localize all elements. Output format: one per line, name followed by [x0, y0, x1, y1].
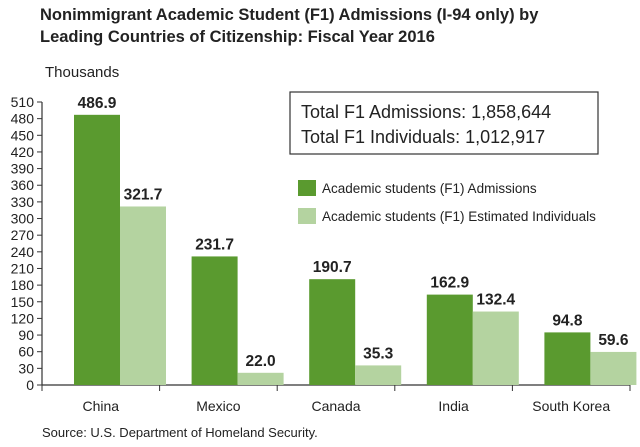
- bar-admissions: [191, 256, 238, 385]
- bar-individuals: [237, 372, 284, 385]
- y-tick-label: 240: [11, 244, 35, 260]
- y-axis: 0306090120150180210240270300330360390420…: [11, 94, 631, 393]
- chart-title-line-2: Leading Countries of Citizenship: Fiscal…: [40, 28, 435, 46]
- data-label: 162.9: [430, 275, 469, 292]
- category-label: South Korea: [532, 398, 610, 414]
- y-tick-label: 180: [11, 277, 35, 293]
- data-label: 486.9: [78, 95, 117, 112]
- data-label: 132.4: [476, 292, 515, 309]
- y-tick-label: 300: [11, 211, 35, 227]
- chart-title-line-1: Nonimmigrant Academic Student (F1) Admis…: [40, 6, 539, 24]
- y-tick-label: 30: [18, 360, 34, 376]
- y-tick-label: 270: [11, 227, 35, 243]
- bar-individuals: [590, 351, 637, 385]
- y-tick-label: 210: [11, 260, 35, 276]
- y-tick-label: 60: [18, 344, 34, 360]
- category-label: Mexico: [196, 398, 241, 414]
- bar-individuals: [355, 365, 402, 385]
- bars-group: [74, 114, 637, 385]
- bar-individuals: [120, 206, 166, 385]
- data-label: 22.0: [246, 353, 276, 370]
- data-label: 321.7: [124, 186, 163, 203]
- data-label: 94.8: [552, 312, 583, 329]
- y-tick-label: 0: [26, 377, 34, 393]
- y-axis-unit-label: Thousands: [45, 64, 120, 81]
- category-label: China: [83, 398, 120, 414]
- y-tick-label: 150: [11, 294, 35, 310]
- value-labels-group: 486.9 321.7 231.7 22.0 190.7 35.3 162.9 132.4 94…: [78, 95, 629, 370]
- category-label: India: [438, 398, 469, 414]
- y-tick-label: 120: [11, 310, 35, 326]
- data-label: 59.6: [598, 332, 629, 349]
- y-tick-label: 330: [11, 194, 35, 210]
- y-tick-label: 390: [11, 161, 35, 177]
- data-label: 190.7: [313, 259, 352, 276]
- summary-box: [289, 91, 599, 155]
- y-tick-label: 510: [11, 94, 35, 110]
- chart-title: Nonimmigrant Academic Student (F1) Admis…: [40, 4, 630, 48]
- source-note: Source: U.S. Department of Homeland Secu…: [42, 425, 318, 440]
- bar-admissions: [74, 114, 120, 385]
- category-labels-group: China Mexico Canada India South Korea: [83, 398, 611, 414]
- y-tick-label: 420: [11, 144, 35, 160]
- data-label: 35.3: [363, 345, 394, 362]
- y-tick-label: 360: [11, 177, 35, 193]
- y-tick-label: 480: [11, 111, 35, 127]
- legend-swatch-admissions: [298, 180, 316, 196]
- bar-admissions: [544, 332, 591, 385]
- summary-admissions-text: Total F1 Admissions: 1,858,644: [301, 102, 551, 122]
- legend-swatch-individuals: [298, 208, 316, 224]
- bar-individuals: [472, 311, 519, 385]
- legend-label-individuals: Academic students (F1) Estimated Individ…: [322, 209, 596, 224]
- data-label: 231.7: [195, 236, 234, 253]
- y-tick-label: 450: [11, 127, 35, 143]
- category-label: Canada: [311, 398, 360, 414]
- summary-individuals-text: Total F1 Individuals: 1,012,917: [301, 127, 545, 147]
- y-tick-label: 90: [18, 327, 34, 343]
- legend-label-admissions: Academic students (F1) Admissions: [322, 181, 537, 196]
- bar-admissions: [426, 294, 473, 385]
- bar-admissions: [309, 279, 356, 385]
